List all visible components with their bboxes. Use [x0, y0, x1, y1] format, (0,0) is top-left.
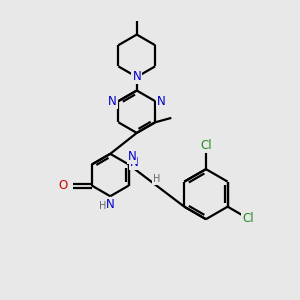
Text: N: N [157, 94, 165, 108]
Text: N: N [106, 198, 115, 211]
Text: Cl: Cl [242, 212, 254, 225]
Text: N: N [108, 94, 117, 108]
Text: Cl: Cl [200, 139, 212, 152]
Text: H: H [153, 174, 160, 184]
Text: N: N [130, 157, 139, 169]
Text: H: H [99, 201, 106, 211]
Text: N: N [128, 150, 136, 163]
Text: N: N [132, 70, 141, 83]
Text: O: O [58, 179, 68, 192]
